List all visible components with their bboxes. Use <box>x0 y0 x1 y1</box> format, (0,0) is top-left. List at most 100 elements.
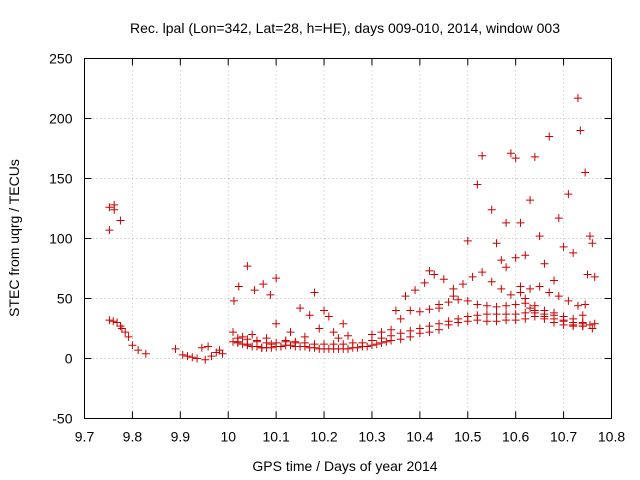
data-point <box>250 286 259 295</box>
data-point <box>487 205 496 214</box>
data-point <box>454 318 463 327</box>
y-tick-label: 150 <box>49 171 73 187</box>
data-point <box>348 338 357 347</box>
data-point <box>478 268 487 277</box>
data-point <box>243 335 252 344</box>
data-point <box>305 311 314 320</box>
y-tick-label: 200 <box>49 111 73 127</box>
data-point <box>420 278 429 287</box>
data-point <box>329 340 338 349</box>
data-point <box>229 296 238 305</box>
x-tick-label: 10.3 <box>358 429 385 445</box>
data-point <box>430 270 439 279</box>
data-point <box>334 334 343 343</box>
x-tick-label: 10 <box>220 429 236 445</box>
data-point <box>415 307 424 316</box>
data-point <box>573 301 582 310</box>
data-point <box>372 340 381 349</box>
data-point <box>310 340 319 349</box>
x-tick-label: 10.7 <box>550 429 577 445</box>
data-point <box>439 275 448 284</box>
data-point <box>238 340 247 349</box>
data-point <box>573 94 582 103</box>
data-point <box>473 316 482 325</box>
data-point <box>353 343 362 352</box>
x-tick-label: 10.2 <box>310 429 337 445</box>
data-point <box>105 203 114 212</box>
data-point <box>545 132 554 141</box>
data-point <box>315 324 324 333</box>
y-tick-label: 50 <box>57 291 73 307</box>
data-point <box>207 352 216 361</box>
data-point <box>502 316 511 325</box>
data-point <box>113 318 122 327</box>
data-point <box>193 354 202 363</box>
tick-labels: 9.7 9.8 9.9 10 10.1 10.2 10.3 10.4 10.5 10.6 10.7 1… <box>49 51 625 445</box>
axis-ticks <box>84 58 612 419</box>
data-point <box>581 300 590 309</box>
data-point <box>521 294 530 303</box>
data-point <box>178 350 187 359</box>
data-point <box>367 330 376 339</box>
data-point <box>554 292 563 301</box>
data-point <box>183 352 192 361</box>
data-point <box>201 355 210 364</box>
data-point <box>463 296 472 305</box>
data-point <box>530 152 539 161</box>
data-point <box>406 332 415 341</box>
data-point <box>238 332 247 341</box>
data-point <box>578 322 587 331</box>
data-point <box>109 317 118 326</box>
y-tick-label: 250 <box>49 51 73 67</box>
data-point <box>267 343 276 352</box>
data-point <box>248 330 257 339</box>
data-point <box>262 338 271 347</box>
data-point <box>463 317 472 326</box>
data-point <box>492 239 501 248</box>
data-point <box>406 306 415 315</box>
x-tick-label: 10.6 <box>502 429 529 445</box>
data-point <box>425 328 434 337</box>
data-point <box>502 301 511 310</box>
data-point <box>576 126 585 135</box>
data-point <box>444 320 453 329</box>
data-point <box>415 329 424 338</box>
data-point <box>272 274 281 283</box>
data-point <box>229 328 238 337</box>
data-point <box>339 319 348 328</box>
data-point <box>492 317 501 326</box>
data-point <box>411 286 420 295</box>
data-point <box>435 300 444 309</box>
y-axis-label: STEC from uqrg / TECUs <box>6 159 22 317</box>
data-point <box>291 337 300 346</box>
data-point <box>449 292 458 301</box>
data-point <box>218 349 227 358</box>
data-point <box>569 248 578 257</box>
data-point <box>497 256 506 265</box>
data-point <box>487 277 496 286</box>
data-point <box>188 353 197 362</box>
data-point <box>588 324 597 333</box>
data-point <box>535 232 544 241</box>
data-point <box>540 314 549 323</box>
x-tick-label: 10.8 <box>598 429 625 445</box>
data-point <box>310 288 319 297</box>
data-point <box>105 226 114 235</box>
x-tick-label: 10.5 <box>454 429 481 445</box>
data-point <box>105 316 114 325</box>
data-point <box>468 272 477 281</box>
data-point <box>401 292 410 301</box>
data-point <box>492 302 501 311</box>
data-point <box>396 314 405 323</box>
data-point <box>320 306 329 315</box>
data-point <box>526 196 535 205</box>
data-point <box>281 337 290 346</box>
data-point <box>116 216 125 225</box>
data-point <box>204 342 213 351</box>
data-point <box>391 306 400 315</box>
chart-title: Rec. lpal (Lon=342, Lat=28, h=HE), days … <box>130 20 560 36</box>
data-point <box>526 284 535 293</box>
data-point <box>585 232 594 241</box>
data-point <box>492 310 501 319</box>
